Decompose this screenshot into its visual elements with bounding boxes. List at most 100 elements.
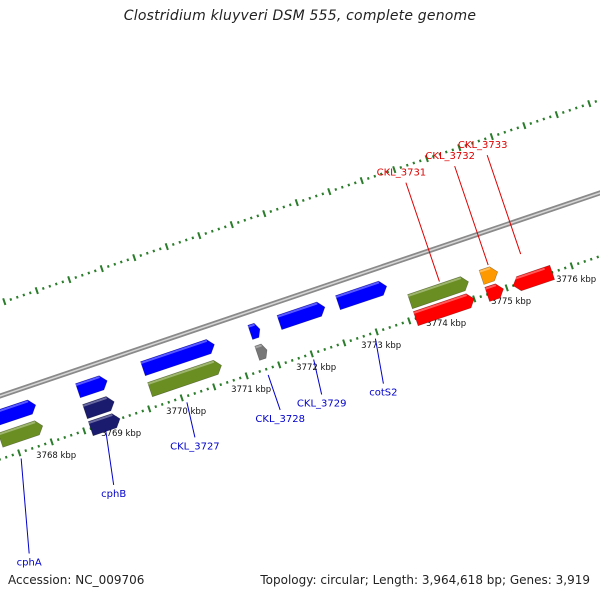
scale-label-1: 3769 kbp [101, 429, 141, 439]
tick-minor [353, 181, 357, 185]
tick-minor [4, 455, 8, 459]
gene-sheen-11 [407, 277, 462, 297]
tick-major [277, 361, 282, 369]
tick-major [554, 111, 559, 119]
tick-major [342, 339, 347, 347]
tick-minor [362, 334, 366, 338]
tick-minor [56, 438, 60, 442]
tick-major [489, 133, 494, 141]
gene-arrow-feature-3 [82, 396, 115, 420]
tick-minor [368, 332, 372, 336]
tick-minor [206, 387, 210, 391]
tick-minor [557, 268, 561, 272]
tick-minor [366, 176, 370, 180]
gene-sheen-7 [247, 323, 255, 328]
tick-major [392, 166, 397, 174]
tick-major [244, 372, 249, 380]
gene-sheen-2 [75, 376, 100, 387]
tick-minor [529, 121, 533, 125]
tick-minor [444, 150, 448, 154]
tick-minor [238, 376, 242, 380]
tick-minor [154, 405, 158, 409]
label-leader-7 [454, 165, 489, 266]
tick-minor [15, 295, 19, 299]
accession-text: Accession: NC_009706 [8, 573, 145, 587]
tick-minor [87, 271, 91, 275]
tick-minor [314, 194, 318, 198]
tick-minor [251, 372, 255, 376]
tick-minor [28, 291, 32, 295]
tick-major [262, 210, 267, 218]
backbone-line [0, 190, 600, 399]
gene-arrow-feature-8 [254, 343, 268, 361]
tick-minor [119, 260, 123, 264]
tick-minor [61, 280, 65, 284]
tick-minor [394, 323, 398, 327]
tick-major [2, 298, 7, 306]
tick-minor [349, 339, 353, 343]
tick-minor [219, 383, 223, 387]
scale-label-4: 3772 kbp [296, 363, 336, 373]
tick-minor [347, 183, 351, 187]
tick-minor [483, 137, 487, 141]
label-leader-3 [267, 374, 281, 411]
tick-minor [479, 295, 483, 299]
gene-arrow-ckl_3727 [140, 339, 215, 377]
tick-minor [290, 358, 294, 362]
scale-label-2: 3770 kbp [166, 407, 206, 417]
tick-minor [24, 449, 28, 453]
tick-minor [336, 343, 340, 347]
tick-major [424, 155, 429, 163]
tick-minor [412, 161, 416, 165]
tick-minor [516, 126, 520, 130]
tick-minor [113, 262, 117, 266]
tick-minor [594, 99, 598, 103]
tick-major [34, 287, 39, 295]
tick-minor [464, 143, 468, 147]
tick-minor [152, 249, 156, 253]
tick-minor [503, 130, 507, 134]
tick-minor [561, 110, 565, 114]
gene-label-ckl_3727: CKL_3727 [170, 441, 220, 452]
gene-sheen-4 [88, 414, 113, 424]
tick-minor [191, 236, 195, 240]
tick-minor [193, 391, 197, 395]
tick-minor [431, 154, 435, 158]
genome-summary-text: Topology: circular; Length: 3,964,618 bp… [260, 573, 590, 587]
scale-label-8: 3776 kbp [556, 275, 596, 285]
gene-sheen-13 [484, 284, 497, 290]
gene-label-cots2: cotS2 [369, 388, 397, 399]
tick-minor [171, 242, 175, 246]
tick-minor [275, 207, 279, 211]
gene-arrow-ckl_3733 [512, 264, 555, 292]
tick-minor [243, 218, 247, 222]
tick-major [522, 122, 527, 130]
scale-label-0: 3768 kbp [36, 451, 76, 461]
tick-minor [542, 117, 546, 121]
tick-minor [139, 253, 143, 257]
tick-minor [167, 400, 171, 404]
tick-major [132, 254, 137, 262]
gene-arrow-ckl_3732 [484, 283, 504, 302]
tick-minor [574, 106, 578, 110]
gene-arrow-ckl_3728 [247, 322, 261, 340]
gene-arrow-feature-6 [147, 359, 222, 398]
tick-major [147, 405, 152, 413]
tick-minor [158, 247, 162, 251]
tick-minor [145, 251, 149, 255]
tick-minor [496, 132, 500, 136]
tick-minor [399, 165, 403, 169]
tick-minor [9, 297, 13, 301]
gene-sheen-10 [335, 281, 380, 299]
tick-minor [477, 139, 481, 143]
tick-minor [178, 240, 182, 244]
gene-sheen-8 [254, 344, 262, 349]
tick-minor [236, 220, 240, 224]
tick-minor [308, 196, 312, 200]
gene-arrow-feature-11 [407, 276, 469, 310]
tick-major [197, 232, 202, 240]
gene-label-ckl_3728: CKL_3728 [255, 414, 305, 425]
tick-major [457, 144, 462, 152]
label-leader-4 [313, 359, 323, 395]
gene-label-ckl_3733: CKL_3733 [458, 140, 508, 151]
